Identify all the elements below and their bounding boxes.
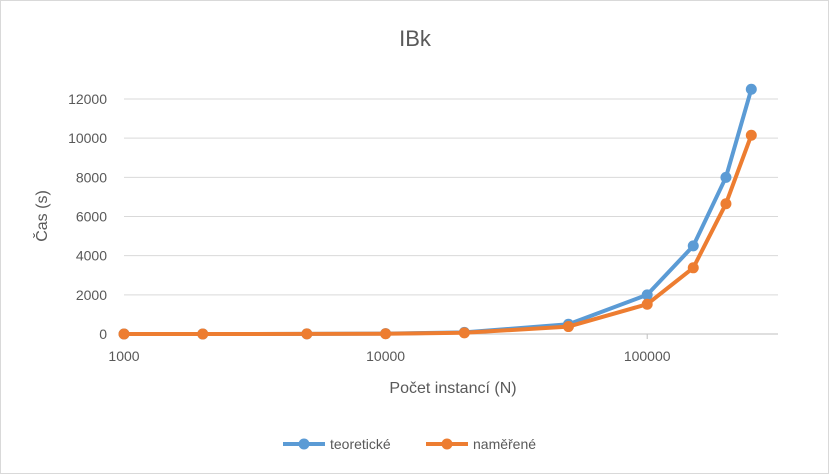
- y-tick-label: 10000: [68, 130, 107, 146]
- data-point-namerene: [562, 321, 574, 333]
- legend-swatch-marker: [298, 438, 310, 450]
- chart-title: IBk: [399, 26, 432, 51]
- y-axis-label: Čas (s): [32, 190, 51, 242]
- data-point-namerene: [720, 198, 732, 210]
- y-tick-label: 0: [99, 326, 107, 342]
- x-tick-label: 10000: [366, 348, 405, 364]
- data-point-teoreticke: [720, 171, 732, 183]
- data-point-namerene: [197, 328, 209, 340]
- data-point-namerene: [641, 298, 653, 310]
- legend-label: naměřené: [473, 436, 536, 452]
- gridlines: [124, 98, 778, 296]
- data-point-namerene: [301, 328, 313, 340]
- data-point-namerene: [118, 328, 130, 340]
- x-axis-ticks: 1000 10000 100000: [108, 334, 671, 364]
- data-point-namerene: [687, 262, 699, 274]
- y-tick-label: 4000: [76, 248, 107, 264]
- plot-area: [118, 83, 757, 340]
- data-point-namerene: [745, 129, 757, 141]
- legend-label: teoretické: [330, 436, 391, 452]
- y-tick-label: 6000: [76, 209, 107, 225]
- y-tick-label: 2000: [76, 287, 107, 303]
- legend-item-namerene: naměřené: [426, 436, 536, 452]
- y-tick-label: 8000: [76, 169, 107, 185]
- data-point-teoreticke: [687, 240, 699, 252]
- y-axis-ticks: 0 2000 4000 6000 8000 10000 12000: [68, 91, 107, 342]
- x-tick-label: 100000: [624, 348, 671, 364]
- legend-swatch-marker: [441, 438, 453, 450]
- x-tick-label: 1000: [108, 348, 139, 364]
- legend: teoretické naměřené: [283, 436, 536, 452]
- data-point-teoreticke: [745, 83, 757, 95]
- series-line-namerene: [122, 133, 754, 336]
- legend-item-teoreticke: teoretické: [283, 436, 391, 452]
- data-point-namerene: [380, 328, 392, 340]
- y-tick-label: 12000: [68, 91, 107, 107]
- data-point-teoreticke: [641, 289, 653, 301]
- x-axis-label: Počet instancí (N): [389, 380, 516, 397]
- data-point-namerene: [458, 327, 470, 339]
